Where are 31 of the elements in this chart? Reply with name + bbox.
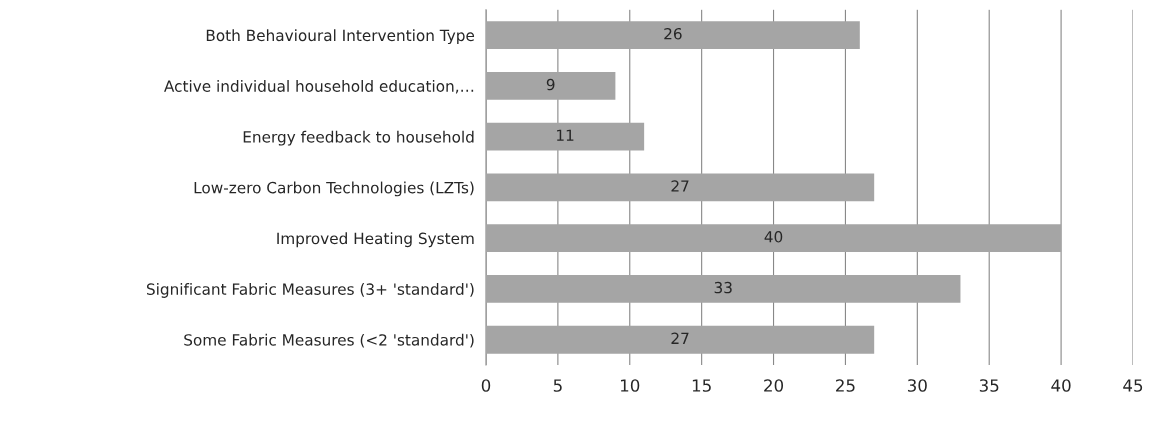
x-tick-label: 5 [553,379,562,392]
bar [485,173,875,202]
x-tick-label: 10 [620,379,640,392]
x-tick-label: 20 [764,379,784,392]
y-tick-label: Low-zero Carbon Technologies (LZTs) [194,181,474,197]
bar [485,325,875,354]
bar [485,122,645,151]
x-tick-label: 25 [836,379,855,392]
y-tick-label: Energy feedback to household [243,130,474,146]
x-tick-label: 40 [1051,379,1071,392]
bar [485,71,616,100]
data-label: 27 [671,332,689,344]
data-label: 33 [714,281,732,294]
y-tick-label: Active individual household education,… [164,80,474,94]
data-label: 27 [671,180,689,192]
bar [485,224,1062,253]
y-tick-label: Some Fabric Measures (<2 'standard') [184,333,474,348]
x-tick-label: 45 [1123,379,1143,392]
x-tick-label: 0 [481,379,491,392]
y-tick-label: Improved Heating System [277,232,474,248]
bar [485,21,860,50]
x-tick-label: 35 [979,379,999,392]
data-label: 9 [546,78,555,91]
y-tick-label: Both Behavioural Intervention Type [206,29,475,45]
data-label: 11 [557,129,574,141]
data-label: 40 [764,231,783,243]
data-label: 26 [664,27,682,40]
x-tick-label: 30 [907,379,927,392]
x-tick-label: 15 [692,379,711,392]
bar [485,274,961,303]
y-tick-label: Significant Fabric Measures (3+ 'standard') [146,283,474,298]
